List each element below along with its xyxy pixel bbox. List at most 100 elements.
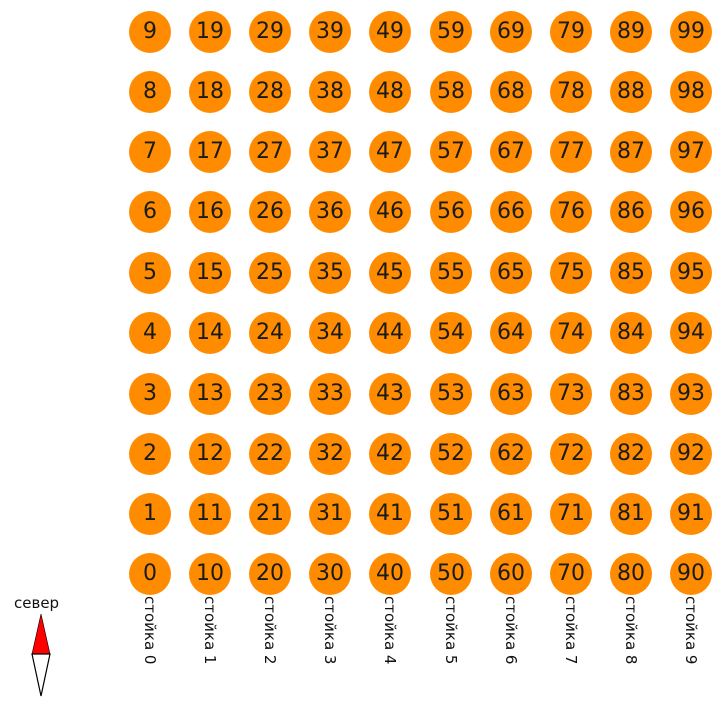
node-51[interactable]: 51: [430, 493, 472, 535]
node-66[interactable]: 66: [490, 191, 532, 233]
node-43[interactable]: 43: [369, 373, 411, 415]
node-92[interactable]: 92: [670, 433, 712, 475]
node-71[interactable]: 71: [550, 493, 592, 535]
node-22[interactable]: 22: [249, 433, 291, 475]
node-62[interactable]: 62: [490, 433, 532, 475]
node-21[interactable]: 21: [249, 493, 291, 535]
node-67[interactable]: 67: [490, 131, 532, 173]
node-79[interactable]: 79: [550, 11, 592, 53]
node-97[interactable]: 97: [670, 131, 712, 173]
node-72[interactable]: 72: [550, 433, 592, 475]
node-96[interactable]: 96: [670, 191, 712, 233]
node-83[interactable]: 83: [610, 373, 652, 415]
node-86[interactable]: 86: [610, 191, 652, 233]
node-48[interactable]: 48: [369, 71, 411, 113]
node-61[interactable]: 61: [490, 493, 532, 535]
node-91[interactable]: 91: [670, 493, 712, 535]
node-64[interactable]: 64: [490, 312, 532, 354]
node-74[interactable]: 74: [550, 312, 592, 354]
node-14[interactable]: 14: [189, 312, 231, 354]
node-50[interactable]: 50: [430, 553, 472, 595]
node-81[interactable]: 81: [610, 493, 652, 535]
node-9[interactable]: 9: [129, 11, 171, 53]
node-19[interactable]: 19: [189, 11, 231, 53]
node-46[interactable]: 46: [369, 191, 411, 233]
node-99[interactable]: 99: [670, 11, 712, 53]
node-11[interactable]: 11: [189, 493, 231, 535]
node-98[interactable]: 98: [670, 71, 712, 113]
node-75[interactable]: 75: [550, 252, 592, 294]
node-60[interactable]: 60: [490, 553, 532, 595]
node-29[interactable]: 29: [249, 11, 291, 53]
node-12[interactable]: 12: [189, 433, 231, 475]
node-35[interactable]: 35: [309, 252, 351, 294]
node-5[interactable]: 5: [129, 252, 171, 294]
node-95[interactable]: 95: [670, 252, 712, 294]
node-49[interactable]: 49: [369, 11, 411, 53]
node-16[interactable]: 16: [189, 191, 231, 233]
node-57[interactable]: 57: [430, 131, 472, 173]
node-45[interactable]: 45: [369, 252, 411, 294]
node-2[interactable]: 2: [129, 433, 171, 475]
node-28[interactable]: 28: [249, 71, 291, 113]
node-84[interactable]: 84: [610, 312, 652, 354]
node-3[interactable]: 3: [129, 373, 171, 415]
node-68[interactable]: 68: [490, 71, 532, 113]
node-80[interactable]: 80: [610, 553, 652, 595]
node-41[interactable]: 41: [369, 493, 411, 535]
node-0[interactable]: 0: [129, 553, 171, 595]
node-18[interactable]: 18: [189, 71, 231, 113]
node-59[interactable]: 59: [430, 11, 472, 53]
node-44[interactable]: 44: [369, 312, 411, 354]
node-4[interactable]: 4: [129, 312, 171, 354]
node-27[interactable]: 27: [249, 131, 291, 173]
node-78[interactable]: 78: [550, 71, 592, 113]
node-40[interactable]: 40: [369, 553, 411, 595]
node-47[interactable]: 47: [369, 131, 411, 173]
node-1[interactable]: 1: [129, 493, 171, 535]
node-82[interactable]: 82: [610, 433, 652, 475]
node-13[interactable]: 13: [189, 373, 231, 415]
node-70[interactable]: 70: [550, 553, 592, 595]
node-34[interactable]: 34: [309, 312, 351, 354]
node-7[interactable]: 7: [129, 131, 171, 173]
node-38[interactable]: 38: [309, 71, 351, 113]
node-63[interactable]: 63: [490, 373, 532, 415]
node-53[interactable]: 53: [430, 373, 472, 415]
node-90[interactable]: 90: [670, 553, 712, 595]
node-93[interactable]: 93: [670, 373, 712, 415]
node-25[interactable]: 25: [249, 252, 291, 294]
node-17[interactable]: 17: [189, 131, 231, 173]
node-58[interactable]: 58: [430, 71, 472, 113]
node-31[interactable]: 31: [309, 493, 351, 535]
node-10[interactable]: 10: [189, 553, 231, 595]
node-32[interactable]: 32: [309, 433, 351, 475]
node-87[interactable]: 87: [610, 131, 652, 173]
node-30[interactable]: 30: [309, 553, 351, 595]
node-85[interactable]: 85: [610, 252, 652, 294]
node-24[interactable]: 24: [249, 312, 291, 354]
node-54[interactable]: 54: [430, 312, 472, 354]
node-6[interactable]: 6: [129, 191, 171, 233]
node-15[interactable]: 15: [189, 252, 231, 294]
node-65[interactable]: 65: [490, 252, 532, 294]
node-42[interactable]: 42: [369, 433, 411, 475]
node-36[interactable]: 36: [309, 191, 351, 233]
node-20[interactable]: 20: [249, 553, 291, 595]
node-23[interactable]: 23: [249, 373, 291, 415]
node-94[interactable]: 94: [670, 312, 712, 354]
node-8[interactable]: 8: [129, 71, 171, 113]
node-37[interactable]: 37: [309, 131, 351, 173]
node-89[interactable]: 89: [610, 11, 652, 53]
node-76[interactable]: 76: [550, 191, 592, 233]
node-73[interactable]: 73: [550, 373, 592, 415]
node-56[interactable]: 56: [430, 191, 472, 233]
node-77[interactable]: 77: [550, 131, 592, 173]
node-88[interactable]: 88: [610, 71, 652, 113]
node-69[interactable]: 69: [490, 11, 532, 53]
node-33[interactable]: 33: [309, 373, 351, 415]
node-26[interactable]: 26: [249, 191, 291, 233]
node-55[interactable]: 55: [430, 252, 472, 294]
node-39[interactable]: 39: [309, 11, 351, 53]
node-52[interactable]: 52: [430, 433, 472, 475]
